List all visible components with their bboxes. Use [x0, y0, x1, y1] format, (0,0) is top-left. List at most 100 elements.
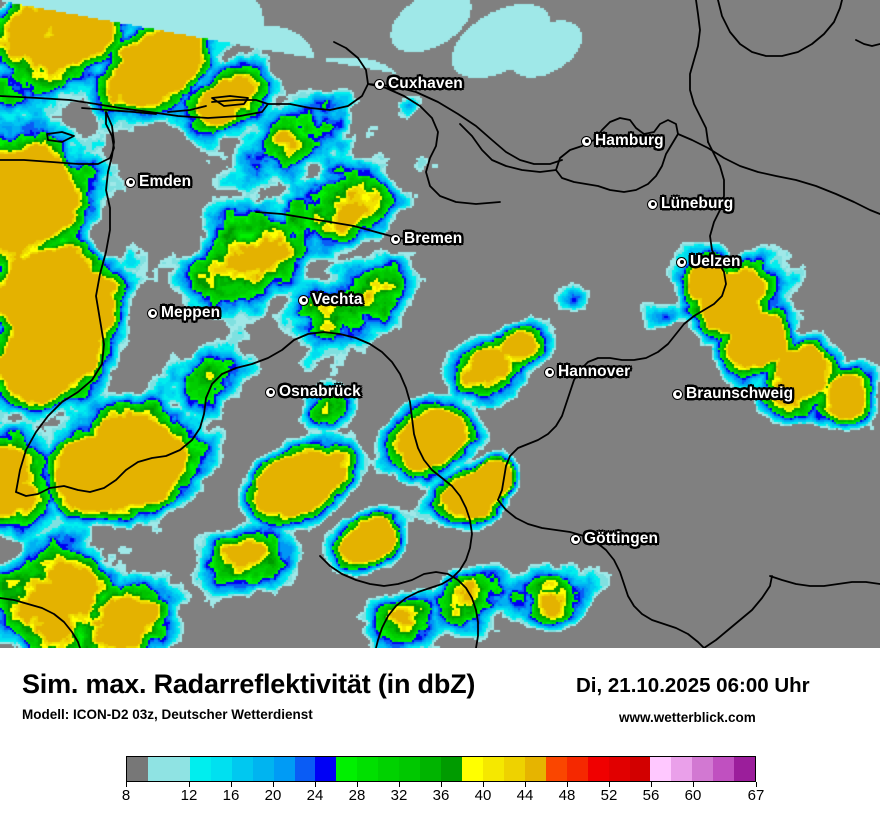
city-dot-icon [147, 307, 158, 319]
city-dot-icon [125, 176, 136, 188]
city-marker-hamburg[interactable]: Hamburg [581, 132, 664, 150]
city-marker-hannover[interactable]: Hannover [544, 363, 630, 381]
colorbar-tick-label-60: 60 [684, 787, 702, 804]
city-dot-icon [544, 366, 555, 378]
colorbar-swatch-60 [692, 757, 714, 781]
colorbar-tick-label-36: 36 [432, 787, 450, 804]
city-label: Vechta [312, 291, 363, 308]
colorbar-tick-label-52: 52 [600, 787, 618, 804]
city-label: Hamburg [595, 132, 664, 149]
colorbar-swatch-65 [734, 757, 756, 781]
colorbar-tick-label-48: 48 [558, 787, 576, 804]
city-dot-icon [581, 135, 592, 147]
colorbar-swatch-58 [671, 757, 693, 781]
city-label: Meppen [161, 304, 221, 321]
colorbar-swatch-54 [629, 757, 651, 781]
colorbar-tick-label-56: 56 [642, 787, 660, 804]
colorbar-swatch-34 [420, 757, 442, 781]
city-dot-icon [570, 533, 581, 545]
radar-map-panel[interactable]: Cuxhaven Hamburg Emden Lüneburg Bremen Uelzen… [0, 0, 880, 648]
colorbar-tick-mark [756, 782, 757, 787]
city-label: Uelzen [690, 253, 741, 270]
model-subtitle: Modell: ICON-D2 03z, Deutscher Wetterdie… [22, 707, 313, 722]
colorbar-swatch-36 [441, 757, 462, 781]
city-label: Braunschweig [686, 385, 794, 402]
colorbar-swatch-30 [378, 757, 400, 781]
colorbar-swatch-46 [545, 757, 567, 781]
colorbar-swatch-38 [462, 757, 483, 781]
colorbar-swatch-26 [336, 757, 358, 781]
city-marker-cuxhaven[interactable]: Cuxhaven [374, 75, 463, 93]
colorbar-tick-mark [189, 782, 190, 787]
colorbar-swatch-10 [168, 757, 190, 781]
colorbar-swatch-40 [482, 757, 504, 781]
city-label: Bremen [404, 230, 463, 247]
city-marker-vechta[interactable]: Vechta [298, 291, 363, 309]
colorbar-tick-mark [315, 782, 316, 787]
colorbar-tick-label-20: 20 [264, 787, 282, 804]
colorbar-tick-label-8: 8 [121, 787, 131, 804]
valid-datetime: Di, 21.10.2025 06:00 Uhr [576, 674, 810, 697]
colorbar-tick-label-24: 24 [306, 787, 324, 804]
colorbar-tick-mark [567, 782, 568, 787]
colorbar-gradient[interactable] [126, 756, 756, 782]
city-dot-icon [298, 294, 309, 306]
city-marker-meppen[interactable]: Meppen [147, 304, 220, 322]
colorbar-swatch-56 [650, 757, 672, 781]
colorbar-tick-mark [357, 782, 358, 787]
city-dot-icon [390, 233, 401, 245]
legend-footer: Sim. max. Radarreflektivität (in dbZ) Mo… [0, 648, 880, 830]
city-marker-emden[interactable]: Emden [125, 173, 191, 191]
colorbar-swatch-63 [713, 757, 735, 781]
city-label: Göttingen [584, 530, 659, 547]
colorbar[interactable]: 8 12 16 20 24 28 32 36 40 44 48 52 56 60 67 [122, 756, 764, 804]
city-marker-lueneburg[interactable]: Lüneburg [647, 195, 733, 213]
colorbar-swatch-28 [357, 757, 379, 781]
city-label: Emden [139, 173, 192, 190]
colorbar-tick-label-44: 44 [516, 787, 534, 804]
city-marker-bremen[interactable]: Bremen [390, 230, 462, 248]
colorbar-tick-mark [609, 782, 610, 787]
colorbar-swatch-42 [503, 757, 525, 781]
colorbar-tick-labels: 8 12 16 20 24 28 32 36 40 44 48 52 56 60 67 [122, 782, 764, 808]
colorbar-tick-label-28: 28 [348, 787, 366, 804]
colorbar-tick-mark [651, 782, 652, 787]
city-label: Hannover [558, 363, 631, 380]
city-dot-icon [672, 388, 683, 400]
colorbar-swatch-8 [147, 757, 169, 781]
colorbar-tick-mark [693, 782, 694, 787]
city-marker-osnabrueck[interactable]: Osnabrück [265, 383, 361, 401]
colorbar-swatch-12 [189, 757, 211, 781]
colorbar-tick-mark [441, 782, 442, 787]
radar-reflectivity-layer [0, 0, 880, 648]
colorbar-tick-mark [231, 782, 232, 787]
colorbar-swatch-48 [566, 757, 588, 781]
page-title: Sim. max. Radarreflektivität (in dbZ) [22, 669, 476, 699]
city-marker-uelzen[interactable]: Uelzen [676, 253, 741, 271]
city-marker-braunschweig[interactable]: Braunschweig [672, 385, 793, 403]
colorbar-tick-label-32: 32 [390, 787, 408, 804]
source-url: www.wetterblick.com [619, 710, 756, 725]
city-dot-icon [676, 256, 687, 268]
colorbar-swatch-16 [231, 757, 253, 781]
city-label: Osnabrück [279, 383, 361, 400]
colorbar-swatch-22 [294, 757, 316, 781]
colorbar-swatch-32 [399, 757, 421, 781]
colorbar-swatch-24 [315, 757, 337, 781]
colorbar-tick-label-16: 16 [222, 787, 240, 804]
city-dot-icon [374, 78, 385, 90]
colorbar-tick-label-12: 12 [180, 787, 198, 804]
city-label: Cuxhaven [388, 75, 463, 92]
city-label: Lüneburg [661, 195, 734, 212]
colorbar-swatch-4 [127, 757, 148, 781]
colorbar-swatch-50 [587, 757, 609, 781]
city-dot-icon [647, 198, 658, 210]
colorbar-tick-label-40: 40 [474, 787, 492, 804]
colorbar-swatch-18 [252, 757, 274, 781]
colorbar-tick-mark [126, 782, 127, 787]
city-marker-goettingen[interactable]: Göttingen [570, 530, 658, 548]
colorbar-swatch-14 [210, 757, 232, 781]
colorbar-tick-mark [483, 782, 484, 787]
city-dot-icon [265, 386, 276, 398]
colorbar-swatch-20 [273, 757, 295, 781]
